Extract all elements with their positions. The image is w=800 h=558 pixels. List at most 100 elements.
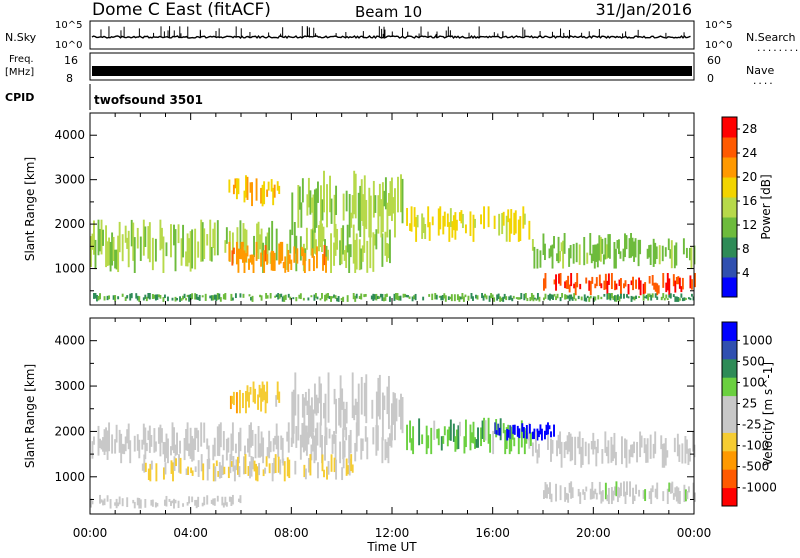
echo-cell (357, 192, 360, 231)
echo-cell (605, 446, 608, 457)
echo-cell (622, 248, 625, 262)
echo-cell (287, 422, 290, 453)
nsky-tick-top: 10^5 (55, 20, 82, 31)
echo-cell (345, 401, 348, 424)
echo-cell (246, 176, 249, 200)
echo-cell (583, 294, 586, 302)
echo-cell (377, 195, 380, 234)
echo-cell (150, 434, 153, 447)
echo-cell (261, 184, 264, 207)
echo-cell (644, 282, 647, 294)
echo-cell (613, 295, 616, 302)
echo-cell (185, 251, 188, 267)
echo-cell (254, 433, 257, 459)
echo-cell (561, 293, 564, 298)
echo-cell (355, 233, 358, 270)
echo-cell (295, 235, 298, 272)
echo-cell (216, 220, 219, 256)
cpid-value: twofsound 3501 (94, 93, 203, 107)
echo-cell (444, 295, 447, 302)
echo-cell (472, 421, 475, 444)
echo-cell (231, 494, 234, 505)
echo-cell (631, 444, 634, 458)
echo-cell (237, 248, 240, 273)
echo-cell (435, 294, 438, 300)
echo-cell (126, 497, 129, 508)
echo-cell (151, 237, 154, 271)
echo-cell (298, 186, 301, 210)
echo-cell (295, 426, 298, 448)
echo-cell (660, 435, 663, 450)
echo-cell (153, 428, 156, 453)
echo-cell (259, 443, 262, 458)
echo-cell (340, 227, 343, 265)
echo-cell (272, 438, 275, 452)
echo-cell (176, 432, 178, 455)
nsky-tick-bottom: 10^0 (55, 40, 82, 51)
echo-cell (375, 391, 378, 441)
echo-cell (639, 431, 642, 458)
echo-cell (334, 223, 337, 256)
echo-cell (485, 295, 488, 300)
echo-cell (454, 212, 457, 240)
echo-cell (598, 481, 601, 495)
echo-cell (279, 459, 282, 475)
echo-cell (114, 502, 117, 506)
time-tick-label: 08:00 (274, 526, 309, 540)
echo-cell (231, 250, 234, 266)
echo-cell (278, 391, 281, 403)
y-tick-label: 2000 (54, 217, 85, 231)
echo-cell (685, 247, 688, 258)
colorbar-swatch (722, 117, 737, 138)
echo-cell (331, 296, 334, 299)
echo-cell (612, 490, 615, 501)
echo-cell (321, 293, 323, 299)
echo-cell (312, 409, 315, 433)
echo-cell (234, 178, 237, 189)
echo-cell (251, 295, 254, 302)
echo-cell (118, 429, 121, 453)
echo-cell (242, 293, 245, 298)
colorbar-swatch (722, 277, 737, 298)
echo-cell (565, 280, 568, 289)
echo-cell (648, 245, 651, 258)
echo-cell (212, 498, 215, 506)
echo-cell (476, 295, 479, 300)
echo-cell (249, 254, 252, 263)
echo-cell (286, 457, 289, 477)
echo-cell (655, 246, 658, 260)
echo-cell (589, 233, 592, 256)
echo-cell (556, 253, 558, 262)
echo-cell (537, 443, 540, 458)
echo-cell (247, 466, 250, 476)
echo-cell (245, 175, 247, 198)
echo-cell (225, 438, 228, 461)
echo-cell (100, 499, 103, 503)
echo-cell (314, 428, 317, 461)
echo-cell (651, 485, 654, 493)
colorbar-swatch (722, 157, 737, 178)
echo-cell (238, 466, 241, 478)
echo-cell (342, 401, 345, 438)
echo-cell (678, 444, 681, 462)
echo-cell (688, 247, 691, 261)
echo-cell (607, 293, 610, 300)
echo-cell (246, 245, 249, 257)
echo-cell (318, 376, 321, 404)
echo-cell (601, 490, 604, 502)
echo-cell (221, 496, 224, 506)
echo-cell (491, 294, 494, 299)
echo-cell (204, 293, 207, 301)
echo-cell (232, 247, 235, 255)
echo-cell (673, 245, 676, 269)
echo-cell (326, 184, 328, 228)
echo-cell (350, 454, 353, 472)
echo-cell (327, 293, 329, 299)
echo-cell (688, 448, 691, 462)
echo-cell (501, 213, 504, 235)
echo-cell (174, 444, 177, 456)
echo-cell (575, 242, 578, 263)
echo-cell (483, 206, 486, 229)
echo-cell (348, 244, 351, 273)
echo-cell (584, 441, 587, 457)
